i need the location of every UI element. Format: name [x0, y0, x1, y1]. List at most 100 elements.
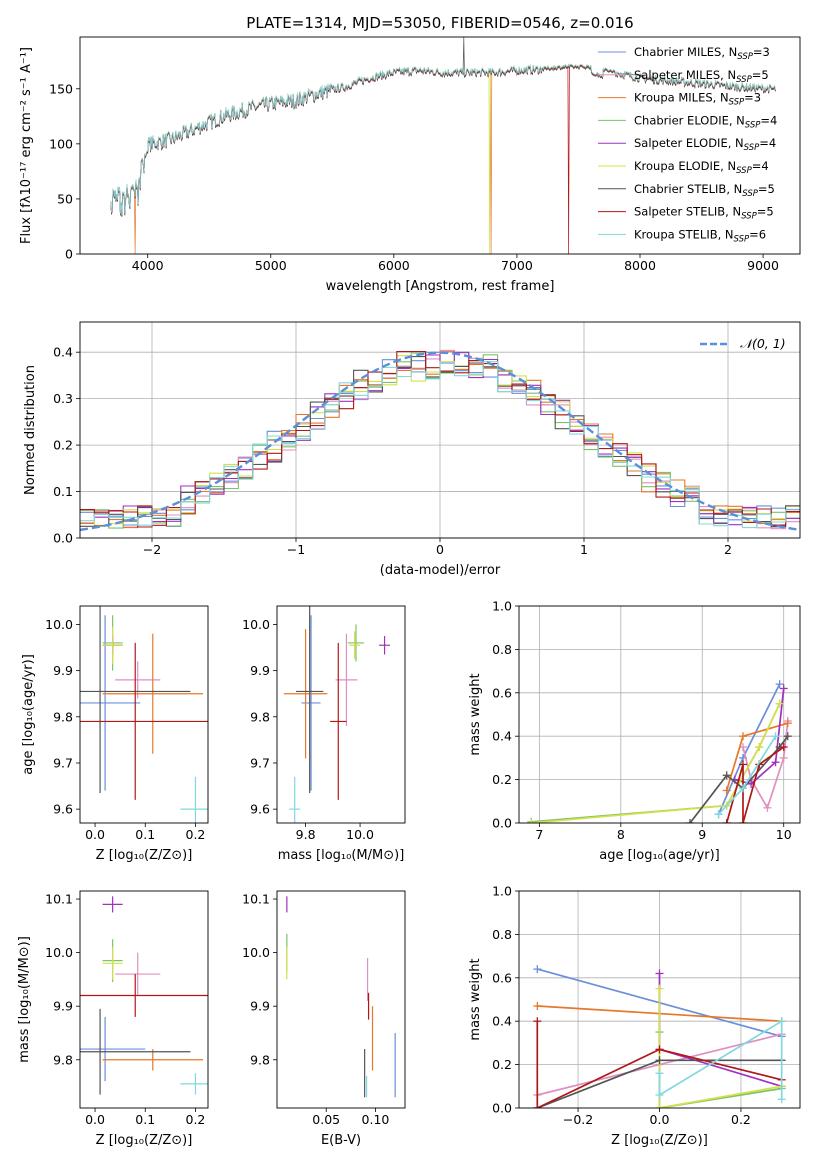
- legend-count: =4: [760, 113, 777, 127]
- panel-age_vs_Z: 0.0 0.1 0.2 9.6 9.7 9.8 9.9 10.0 Z [log₁₀(Z/Z⊙)]…: [21, 605, 209, 863]
- y-tick-label: 0.2: [492, 1057, 512, 1072]
- legend-name: Kroupa STELIB, N: [634, 227, 734, 241]
- axes-frame: [79, 36, 801, 255]
- legend-label-salpeter_elodie: Salpeter ELODIE, NSSP=4: [634, 136, 776, 153]
- legend-label-kroupa_elodie: Kroupa ELODIE, NSSP=4: [634, 159, 769, 176]
- chart-title: PLATE=1314, MJD=53050, FIBERID=0546, z=0…: [246, 14, 633, 32]
- legend-name: Salpeter MILES, N: [634, 68, 736, 82]
- y-axis-label: Normed distribution: [23, 365, 38, 495]
- y-tick-label: 10.1: [45, 892, 73, 907]
- x-tick-label: 7: [535, 827, 543, 842]
- legend-name: Kroupa MILES, N: [634, 91, 729, 105]
- legend-label-salpeter_miles: Salpeter MILES, NSSP=5: [634, 68, 769, 85]
- histogram-salpeter_elodie: [80, 351, 800, 527]
- y-tick-label: 0.2: [53, 438, 73, 453]
- y-tick-label: 0.0: [492, 1101, 512, 1116]
- spectrum-line-chabrier_stelib: [110, 37, 776, 217]
- errorbar-chabrier_miles: [301, 615, 321, 791]
- normal-curve: [80, 351, 800, 532]
- legend-subscript: SSP: [745, 120, 761, 130]
- x-tick-label: 0.0: [85, 1112, 105, 1127]
- x-axis-label: E(B-V): [321, 1133, 361, 1148]
- axes-frame: [276, 890, 406, 1109]
- y-tick-label: 9.7: [53, 755, 73, 770]
- x-tick-label: 5000: [255, 258, 287, 273]
- plot-area: [533, 965, 786, 1108]
- panel-massweight_vs_Z: −0.2 0.0 0.2 0.0 0.2 0.4 0.6 0.8 1.0 Z [log₁₀(Z/Z…: [468, 884, 801, 1148]
- y-tick-label: 9.9: [250, 663, 270, 678]
- panel-age_vs_mass: 9.8 10.0 9.6 9.7 9.8 9.9 10.0 mass [log₁₀(M/M⊙)…: [242, 605, 406, 863]
- y-tick-label: 0.1: [53, 484, 73, 499]
- legend-name: Kroupa ELODIE, N: [634, 159, 736, 173]
- x-tick-label: 10: [776, 827, 792, 842]
- errorbar-kroupa_miles: [102, 633, 203, 754]
- x-axis-label: Z [log₁₀(Z/Z⊙)]: [96, 1133, 193, 1148]
- y-tick-label: 0.6: [492, 685, 512, 700]
- errorbar-kroupa_miles: [283, 629, 328, 759]
- x-axis-label: mass [log₁₀(M/M⊙)]: [278, 848, 405, 863]
- y-tick-label: 0.0: [53, 531, 73, 546]
- errorbar-chabrier_miles: [80, 615, 141, 791]
- y-tick-label: 1.0: [492, 884, 512, 899]
- errorbar-kroupa_stelib: [180, 776, 208, 823]
- legend-subscript: SSP: [744, 143, 760, 153]
- errorbar-kroupa_elodie: [102, 626, 123, 664]
- x-tick-label: −2: [143, 542, 161, 557]
- errorbar-salpeter_stelib: [80, 642, 208, 800]
- x-tick-label: 2: [724, 542, 732, 557]
- series-salpeter_miles: [738, 717, 792, 812]
- legend-count: =3: [753, 45, 770, 59]
- y-tick-label: 150: [49, 81, 73, 96]
- series-line: [536, 1021, 782, 1108]
- series-line: [725, 746, 785, 823]
- legend-label-chabrier_miles: Chabrier MILES, NSSP=3: [634, 45, 770, 62]
- series-chabrier_miles: [714, 680, 784, 819]
- legend-subscript: SSP: [741, 212, 757, 222]
- x-axis-label: Z [log₁₀(Z/Z⊙)]: [96, 848, 193, 863]
- errorbar-kroupa_miles: [102, 1049, 203, 1071]
- x-axis-label: age [log₁₀(age/yr)]: [599, 848, 720, 863]
- panel-massweight_vs_age: 7 8 9 10 0.0 0.2 0.4 0.6 0.8 1.0 age [log₁₀(age/yr…: [468, 599, 801, 863]
- x-tick-label: 6000: [378, 258, 410, 273]
- series-chabrier_elodie: [527, 699, 784, 823]
- plot-area: [286, 896, 396, 1098]
- y-tick-label: 10.1: [242, 892, 270, 907]
- plot-area: [80, 349, 800, 532]
- series-kroupa_stelib: [655, 1017, 786, 1104]
- legend-count: =6: [749, 227, 766, 241]
- x-tick-label: −1: [287, 542, 305, 557]
- y-tick-label: 0.4: [53, 345, 73, 360]
- x-tick-label: 0.1: [135, 827, 155, 842]
- legend-label-salpeter_stelib: Salpeter STELIB, NSSP=5: [634, 205, 774, 222]
- y-tick-label: 9.8: [250, 1052, 270, 1067]
- x-tick-label: 0.10: [362, 1112, 390, 1127]
- legend-label-chabrier_stelib: Chabrier STELIB, NSSP=5: [634, 182, 775, 199]
- series-kroupa_miles: [722, 719, 792, 795]
- x-axis-label: wavelength [Angstrom, rest frame]: [326, 279, 555, 294]
- legend-subscript: SSP: [736, 75, 752, 85]
- panel-residuals: −2 −1 0 1 2 0.0 0.1 0.2 0.3 0.4 (data-model)/error…: [23, 321, 801, 578]
- legend-subscript: SSP: [729, 98, 745, 108]
- x-tick-label: 0.2: [731, 1112, 751, 1127]
- y-tick-label: 9.6: [53, 802, 73, 817]
- y-tick-label: 0.2: [492, 772, 512, 787]
- errorbar-salpeter_elodie: [379, 636, 391, 655]
- legend-name: Chabrier ELODIE, N: [634, 113, 745, 127]
- legend-subscript: SSP: [734, 234, 750, 244]
- plot-area: [80, 896, 208, 1095]
- errorbar-kroupa_stelib: [289, 776, 301, 823]
- errorbar-chabrier_stelib: [80, 606, 191, 793]
- x-tick-label: 0.05: [312, 1112, 340, 1127]
- y-tick-label: 0.4: [492, 729, 512, 744]
- y-tick-label: 9.9: [250, 999, 270, 1014]
- series-kroupa_stelib: [714, 732, 780, 819]
- y-tick-label: 10.0: [45, 945, 73, 960]
- legend-name: Chabrier MILES, N: [634, 45, 737, 59]
- series-line: [658, 1019, 783, 1100]
- y-axis-label: age [log₁₀(age/yr)]: [21, 654, 36, 775]
- errorbar-kroupa_elodie: [349, 631, 361, 660]
- y-tick-label: 0.8: [492, 642, 512, 657]
- y-tick-label: 10.0: [242, 945, 270, 960]
- x-tick-label: 7000: [501, 258, 533, 273]
